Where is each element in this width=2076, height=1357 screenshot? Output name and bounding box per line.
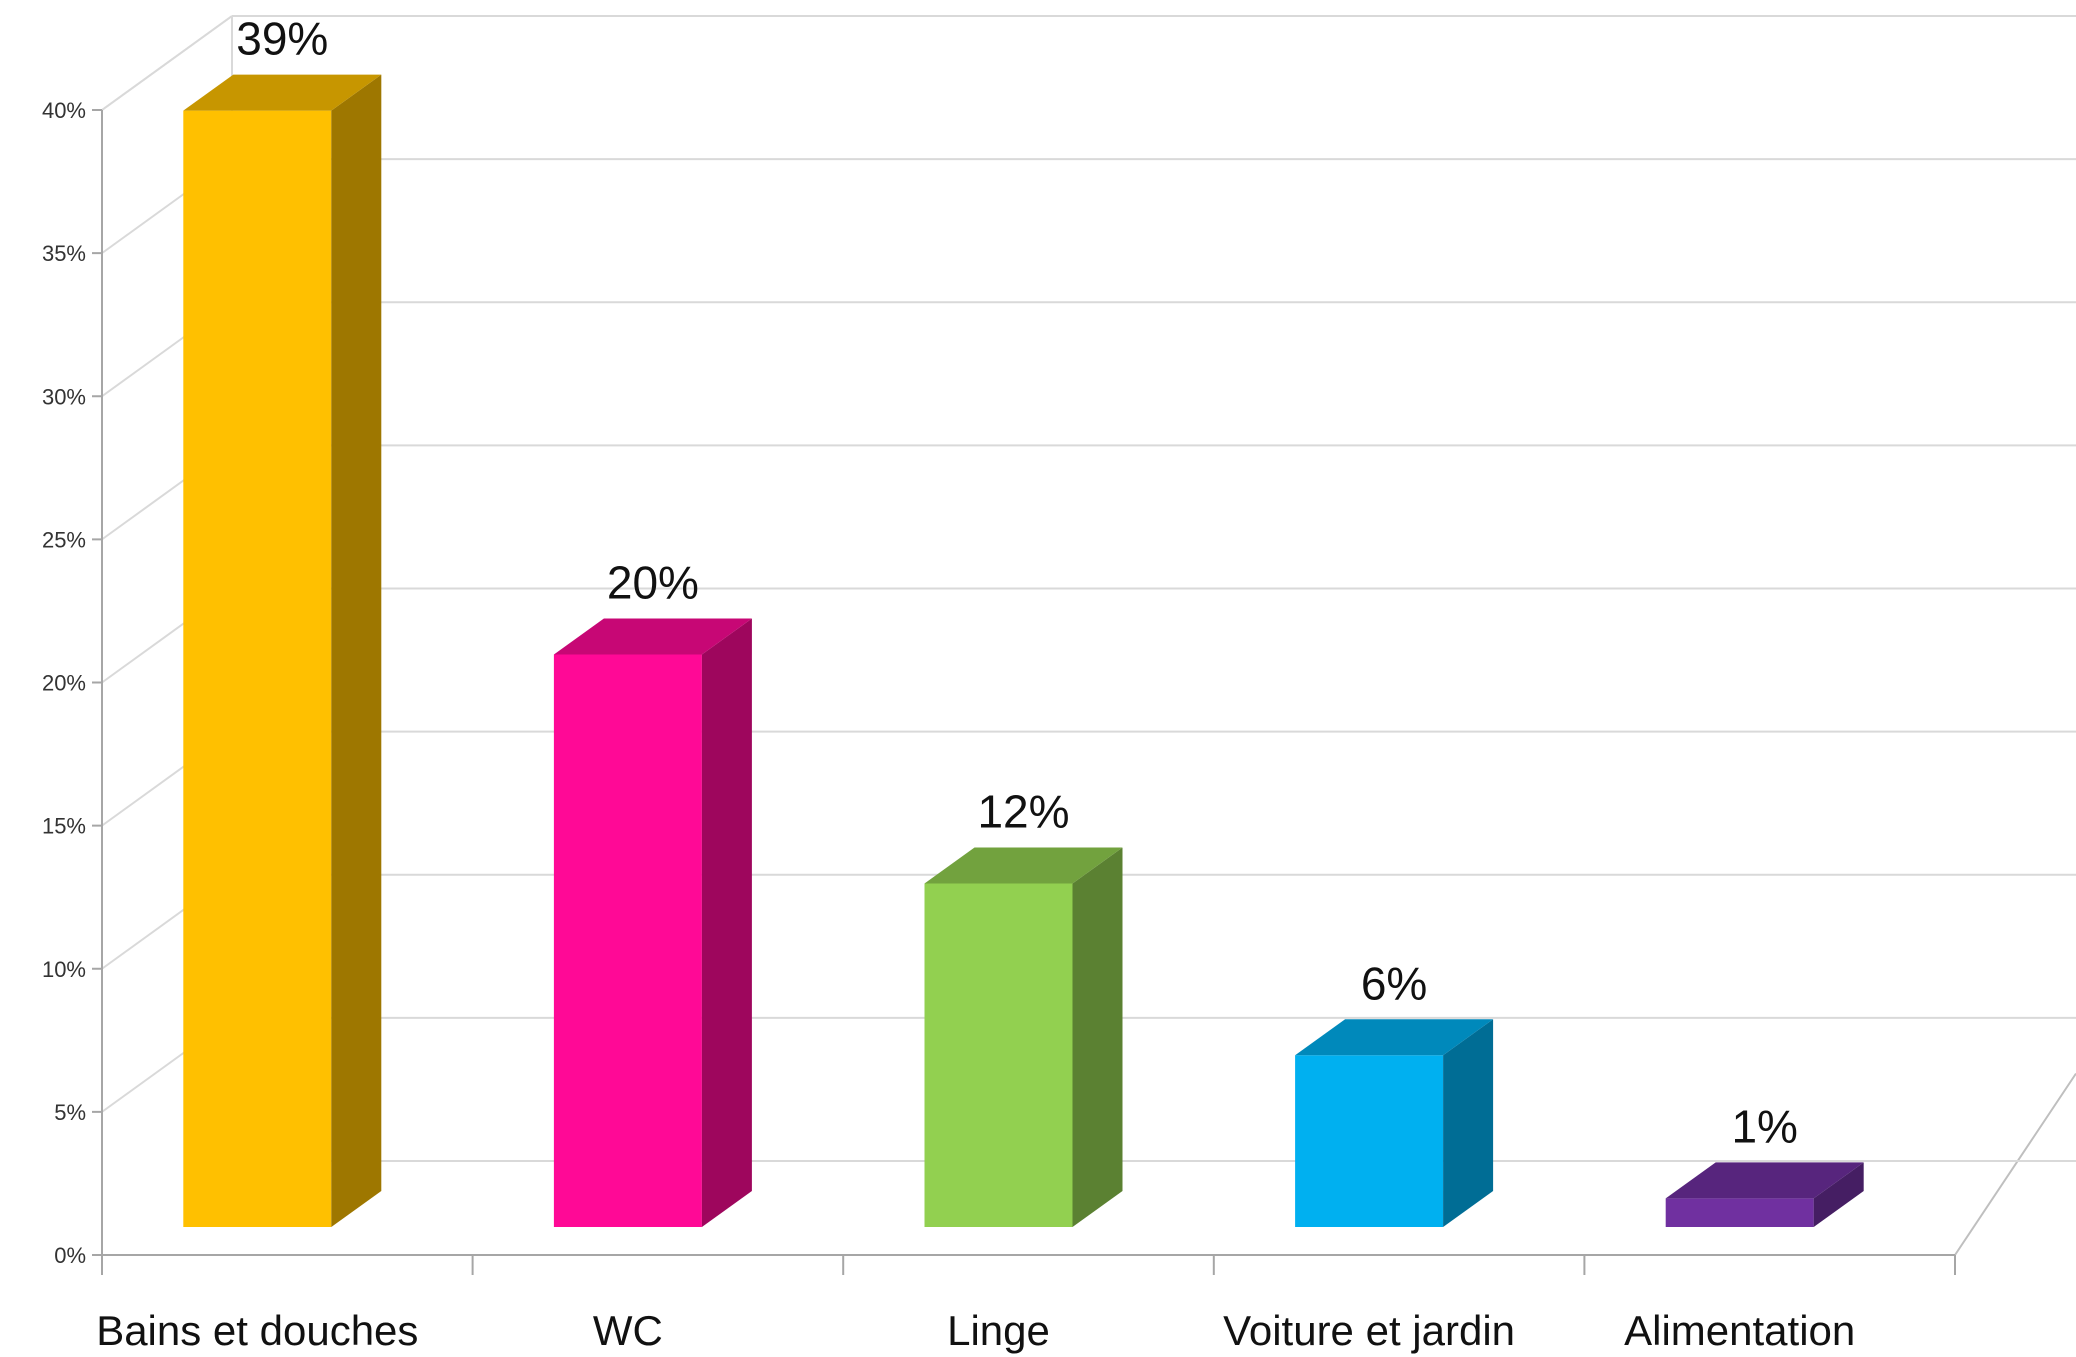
y-tick-label: 35% <box>42 241 86 266</box>
bar-side <box>1072 847 1123 1227</box>
y-tick-label: 25% <box>42 527 86 552</box>
bar-1 <box>183 74 382 1227</box>
bar-2 <box>553 618 752 1227</box>
bar-side <box>1813 1162 1864 1227</box>
floor-right-edge <box>1954 1072 2076 1256</box>
category-label: Bains et douches <box>96 1307 418 1354</box>
bar-side <box>331 74 382 1227</box>
y-tick-label: 10% <box>42 957 86 982</box>
bar-side <box>1443 1019 1494 1227</box>
bars <box>183 74 1864 1227</box>
y-tick-labels: 0% 5% 10% 15% 20% 25% 30% 35% 40% <box>42 98 86 1268</box>
y-tick-label: 20% <box>42 671 86 696</box>
gridline-side <box>101 15 233 111</box>
data-label: 12% <box>977 786 1069 838</box>
y-tick-label: 0% <box>54 1243 86 1268</box>
axes <box>92 109 1956 1275</box>
data-label: 6% <box>1361 957 1427 1009</box>
bar-front <box>1295 1055 1444 1227</box>
bar-top <box>553 618 752 655</box>
bar-3 <box>924 847 1123 1227</box>
y-tick-label: 15% <box>42 814 86 839</box>
bar-top <box>1295 1019 1494 1056</box>
data-label: 1% <box>1731 1100 1797 1152</box>
bar-top <box>1665 1162 1864 1199</box>
y-tick-label: 5% <box>54 1100 86 1125</box>
category-label: Alimentation <box>1624 1307 1855 1354</box>
y-tick-label: 30% <box>42 384 86 409</box>
bar-front <box>553 654 702 1227</box>
bar-top <box>183 74 382 111</box>
x-category-labels: Bains et douches WC Linge Voiture et jardin… <box>96 1307 1855 1354</box>
bar-side <box>701 618 752 1227</box>
y-tick-label: 40% <box>42 98 86 123</box>
bar-front <box>1665 1198 1814 1227</box>
bar-5 <box>1665 1162 1864 1227</box>
data-label: 20% <box>607 557 699 609</box>
bar-top <box>924 847 1123 884</box>
data-labels: 39% 20% 12% 6% 1% <box>236 13 1798 1153</box>
category-label: Linge <box>947 1307 1050 1354</box>
bar-front <box>924 883 1073 1227</box>
category-label: Voiture et jardin <box>1223 1307 1515 1354</box>
bar-front <box>183 110 332 1227</box>
gridlines <box>101 15 2076 1162</box>
category-label: WC <box>593 1307 663 1354</box>
bar-4 <box>1295 1019 1494 1227</box>
data-label: 39% <box>236 13 328 65</box>
